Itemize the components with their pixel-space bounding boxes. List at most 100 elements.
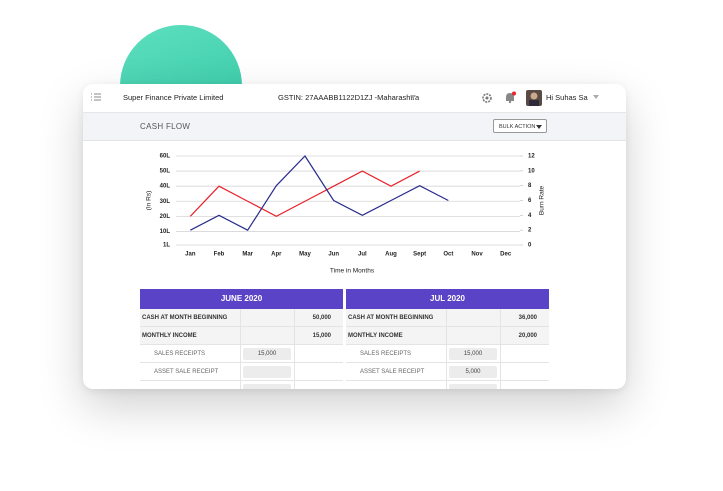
table-row: CASH AT MONTH BEGINNING 36,000	[346, 309, 549, 327]
divider	[294, 345, 295, 363]
x-tick-label: Sept	[413, 252, 426, 258]
row-total: 20,000	[518, 333, 537, 339]
row-label: MONTHLY INCOME	[348, 333, 403, 339]
dropdown-caret	[536, 125, 542, 129]
x-axis-title: Time in Months	[330, 268, 375, 275]
divider	[446, 381, 447, 389]
table-row: SALES RECEIPTS 15,000	[140, 345, 343, 363]
divider	[294, 381, 295, 389]
y2-tick-label: 2	[528, 228, 532, 234]
month-header: JUNE 2020	[140, 289, 343, 309]
notification-icon[interactable]	[504, 91, 516, 104]
row-label: CASH AT MONTH BEGINNING	[142, 315, 228, 321]
divider	[240, 363, 241, 381]
x-tick-label: Oct	[443, 252, 453, 258]
company-name: Super Finance Private Limited	[123, 93, 224, 102]
month-column: JUL 2020 CASH AT MONTH BEGINNING 36,000 MON…	[346, 289, 549, 389]
x-tick-label: Apr	[271, 252, 282, 258]
divider	[294, 327, 295, 345]
table-row: SALES RECEIPTS 15,000	[346, 345, 549, 363]
dropdown-caret	[410, 95, 416, 99]
amount-input[interactable]: 5,000	[449, 366, 497, 378]
row-label: SALES RECEIPTS	[360, 351, 412, 357]
y2-tick-label: 6	[528, 198, 532, 204]
y2-tick-label: 10	[528, 168, 535, 174]
top-bar: Super Finance Private Limited GSTIN: 27A…	[83, 84, 626, 113]
divider	[446, 309, 447, 327]
y-tick-label: 1L	[163, 243, 170, 249]
table-row: ASSET SALE RECEIPT 5,000	[346, 363, 549, 381]
x-tick-label: May	[299, 252, 311, 258]
row-label: SALES RECEIPTS	[154, 351, 206, 357]
divider	[500, 345, 501, 363]
amount-input[interactable]	[449, 384, 497, 389]
month-header: JUL 2020	[346, 289, 549, 309]
x-tick-label: Mar	[242, 252, 253, 258]
y-tick-label: 50L	[160, 169, 171, 175]
series-line	[190, 155, 449, 231]
section-bar: CASH FLOW BULK ACTION	[83, 113, 626, 141]
amount-input[interactable]	[243, 384, 291, 389]
app-window: Super Finance Private Limited GSTIN: 27A…	[83, 84, 626, 389]
divider	[294, 309, 295, 327]
x-tick-label: Jun	[328, 252, 339, 258]
divider	[294, 363, 295, 381]
y-tick-label: 30L	[160, 199, 171, 205]
month-column: JUNE 2020 CASH AT MONTH BEGINNING 50,000 MO…	[140, 289, 343, 389]
x-tick-label: Aug	[385, 252, 397, 258]
row-total: 36,000	[518, 315, 537, 321]
y-axis-title: (In Rs)	[146, 191, 153, 211]
amount-input[interactable]	[243, 366, 291, 378]
divider	[500, 309, 501, 327]
bulk-action-button[interactable]: BULK ACTION	[493, 119, 547, 133]
x-tick-label: Jul	[358, 252, 367, 258]
table-row: ASSET SALE RECEIPT	[140, 363, 343, 381]
table-row	[346, 381, 549, 389]
divider	[240, 309, 241, 327]
amount-input[interactable]: 15,000	[449, 348, 497, 360]
row-total: 50,000	[312, 315, 331, 321]
cash-flow-chart: 1L 10L 20L 30L 40L 50L 60L 0 2 4 6 8 10 12 Jan Feb Mar Ap…	[146, 154, 546, 275]
row-label: ASSET SALE RECEIPT	[360, 369, 425, 375]
y2-tick-label: 12	[528, 154, 535, 160]
divider	[240, 381, 241, 389]
divider	[240, 327, 241, 345]
x-tick-label: Dec	[500, 252, 512, 258]
divider	[446, 363, 447, 381]
y-tick-label: 20L	[160, 214, 171, 220]
row-label: MONTHLY INCOME	[142, 333, 197, 339]
x-tick-label: Feb	[214, 252, 225, 258]
user-greeting[interactable]: Hi Suhas Sa	[546, 93, 588, 102]
table-row: MONTHLY INCOME 15,000	[140, 327, 343, 345]
y-tick-label: 40L	[160, 184, 171, 190]
table-row	[140, 381, 343, 389]
divider	[500, 381, 501, 389]
gstin[interactable]: GSTIN: 27AAABB1122D1ZJ -Maharashtra	[278, 93, 420, 102]
y2-tick-label: 8	[528, 183, 532, 189]
divider	[240, 345, 241, 363]
row-label: ASSET SALE RECEIPT	[154, 369, 219, 375]
x-tick-label: Nov	[471, 252, 483, 258]
menu-icon[interactable]	[91, 92, 103, 104]
y2-tick-label: 4	[528, 213, 532, 219]
cash-flow-table: JUNE 2020 CASH AT MONTH BEGINNING 50,000 MO…	[140, 289, 549, 389]
divider	[446, 345, 447, 363]
row-label: CASH AT MONTH BEGINNING	[348, 315, 434, 321]
y2-tick-label: 0	[528, 243, 532, 249]
settings-icon[interactable]	[481, 92, 493, 104]
table-row: MONTHLY INCOME 20,000	[346, 327, 549, 345]
y-tick-label: 10L	[160, 229, 171, 235]
section-title: CASH FLOW	[140, 122, 191, 131]
series-line	[189, 170, 420, 218]
y2-axis-title: Burn Rate	[539, 185, 546, 215]
divider	[446, 327, 447, 345]
avatar[interactable]	[526, 90, 542, 106]
button-label: BULK ACTION	[499, 124, 536, 130]
amount-input[interactable]: 15,000	[243, 348, 291, 360]
table-row: CASH AT MONTH BEGINNING 50,000	[140, 309, 343, 327]
divider	[500, 363, 501, 381]
row-total: 15,000	[312, 333, 331, 339]
divider	[500, 327, 501, 345]
x-tick-label: Jan	[185, 252, 196, 258]
